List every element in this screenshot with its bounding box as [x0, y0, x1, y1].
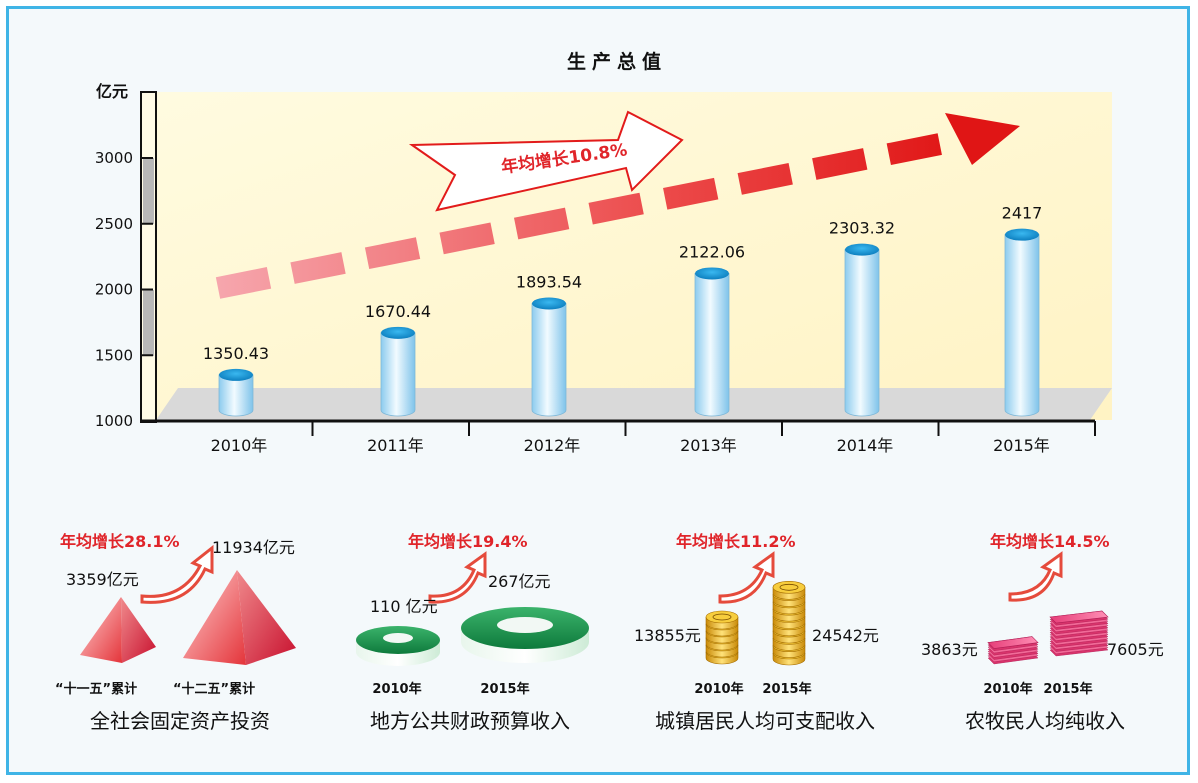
growth-arrow-icon	[428, 551, 487, 604]
y-tick-label: 1500	[95, 346, 133, 364]
panel-label-a: “十一五”累计	[55, 681, 137, 697]
bar	[380, 326, 416, 417]
bar-body	[531, 303, 567, 417]
plot-floor	[156, 388, 1112, 420]
y-tick-label: 3000	[95, 149, 133, 167]
bar	[1004, 228, 1040, 417]
bar	[844, 243, 880, 417]
panel-growth-label: 年均增长28.1%	[60, 532, 180, 551]
bar-value-label: 1670.44	[365, 302, 431, 321]
bar-top	[532, 297, 566, 310]
bar-body	[380, 332, 416, 417]
panel-value-b: 24542元	[812, 626, 879, 645]
panel-value-a: 13855元	[634, 626, 701, 645]
panel-title: 农牧民人均纯收入	[965, 709, 1125, 733]
panel-growth-label: 年均增长14.5%	[990, 532, 1110, 551]
bar-top	[1005, 228, 1039, 241]
ring-icon	[356, 626, 440, 666]
panel-value-b: 267亿元	[488, 572, 551, 591]
coin-stack-icon	[705, 610, 739, 665]
panel-label-b: “十二五”累计	[173, 681, 255, 697]
bar-value-label: 1350.43	[203, 344, 269, 363]
panel-growth-label: 年均增长11.2%	[676, 532, 796, 551]
panel-title: 地方公共财政预算收入	[370, 709, 570, 733]
bar-series: 1350.43 1670.44 1893.54 2122.06 2303.32 2417	[203, 204, 1043, 417]
pyramid-icon	[80, 597, 156, 663]
banknote-top	[987, 636, 1039, 649]
panel-label-a: 2010年	[983, 681, 1032, 697]
bar	[694, 267, 730, 417]
growth-arrow-icon	[718, 551, 775, 604]
y-tick-label: 1000	[95, 412, 133, 430]
x-tick-label: 2013年	[680, 436, 737, 455]
bar-value-label: 2122.06	[679, 242, 745, 261]
panel-label-a: 2010年	[694, 681, 743, 697]
y-tick-label: 2500	[95, 215, 133, 233]
bar-value-label: 2303.32	[829, 219, 895, 238]
bar-value-label: 1893.54	[516, 272, 582, 291]
bar-top	[381, 326, 415, 339]
coin-stack-icon	[772, 580, 806, 666]
x-tick-label: 2012年	[524, 436, 581, 455]
panel-value-b: 11934亿元	[212, 538, 295, 557]
panel-value-a: 3863元	[921, 640, 978, 659]
growth-callout: 年均增长10.8%	[408, 110, 684, 212]
coin-mark	[712, 613, 732, 621]
coin-face	[772, 580, 806, 594]
panel-title: 城镇居民人均可支配收入	[655, 709, 875, 733]
coin-mark	[779, 583, 799, 591]
banknote-stack-icon	[1049, 610, 1109, 657]
x-tick-label: 2010年	[211, 436, 268, 455]
bar	[531, 297, 567, 417]
growth-arrow-icon	[140, 544, 214, 604]
y-axis-ticks: 1000 1500 2000 2500 3000	[95, 149, 153, 430]
bar-top	[845, 243, 879, 256]
x-axis-ticks: 2010年 2011年 2012年 2013年 2014年 2015年	[211, 421, 1096, 455]
panel-value-b: 7605元	[1107, 640, 1164, 659]
panel-label-b: 2015年	[762, 681, 811, 697]
bar-body	[694, 273, 730, 417]
y-axis-unit: 亿元	[96, 82, 128, 101]
bar-body	[218, 374, 254, 417]
bar-body	[1004, 234, 1040, 417]
y-tick-label: 2000	[95, 281, 133, 299]
banknote-top	[1049, 610, 1109, 624]
panel-farmer-herder-net-income: 年均增长14.5% 3863元 7605元 2010年 2015年 农牧民人均纯…	[921, 532, 1164, 733]
panel-growth-label: 年均增长19.4%	[408, 532, 528, 551]
panel-fixed-asset-investment: 年均增长28.1% 3359亿元 11934亿元 “十一五”累计 “十二五”累计…	[55, 532, 296, 733]
panel-label-a: 2010年	[372, 681, 421, 697]
coin-face	[705, 610, 739, 624]
panel-title: 全社会固定资产投资	[90, 709, 270, 733]
bar	[218, 368, 254, 417]
bar-body	[844, 249, 880, 417]
bar-top	[219, 368, 253, 381]
chart-title: 生产总值	[567, 50, 667, 73]
trend-arrow	[215, 113, 1020, 299]
ring-icon	[461, 607, 589, 663]
panel-label-b: 2015年	[1043, 681, 1092, 697]
y-axis-pillar	[140, 91, 157, 423]
panel-value-a: 3359亿元	[66, 570, 139, 589]
y-axis-band	[143, 158, 154, 224]
panel-urban-disposable-income: 年均增长11.2% 13855元 24542元 2010年 2015年 城镇居民…	[634, 532, 879, 733]
panel-label-b: 2015年	[480, 681, 529, 697]
x-tick-label: 2011年	[367, 436, 424, 455]
growth-arrow-icon	[1008, 551, 1063, 602]
panel-value-a: 110 亿元	[370, 597, 438, 616]
banknote-stack-icon	[987, 636, 1039, 665]
bar-top	[695, 267, 729, 280]
pyramid-icon	[183, 570, 296, 665]
panel-public-budget-revenue: 年均增长19.4% 110 亿元 267亿元 2010年 2015年 地方公共财…	[356, 532, 589, 733]
x-tick-label: 2014年	[837, 436, 894, 455]
y-axis-band	[143, 290, 154, 356]
bar-value-label: 2417	[1002, 204, 1043, 223]
x-tick-label: 2015年	[993, 436, 1050, 455]
